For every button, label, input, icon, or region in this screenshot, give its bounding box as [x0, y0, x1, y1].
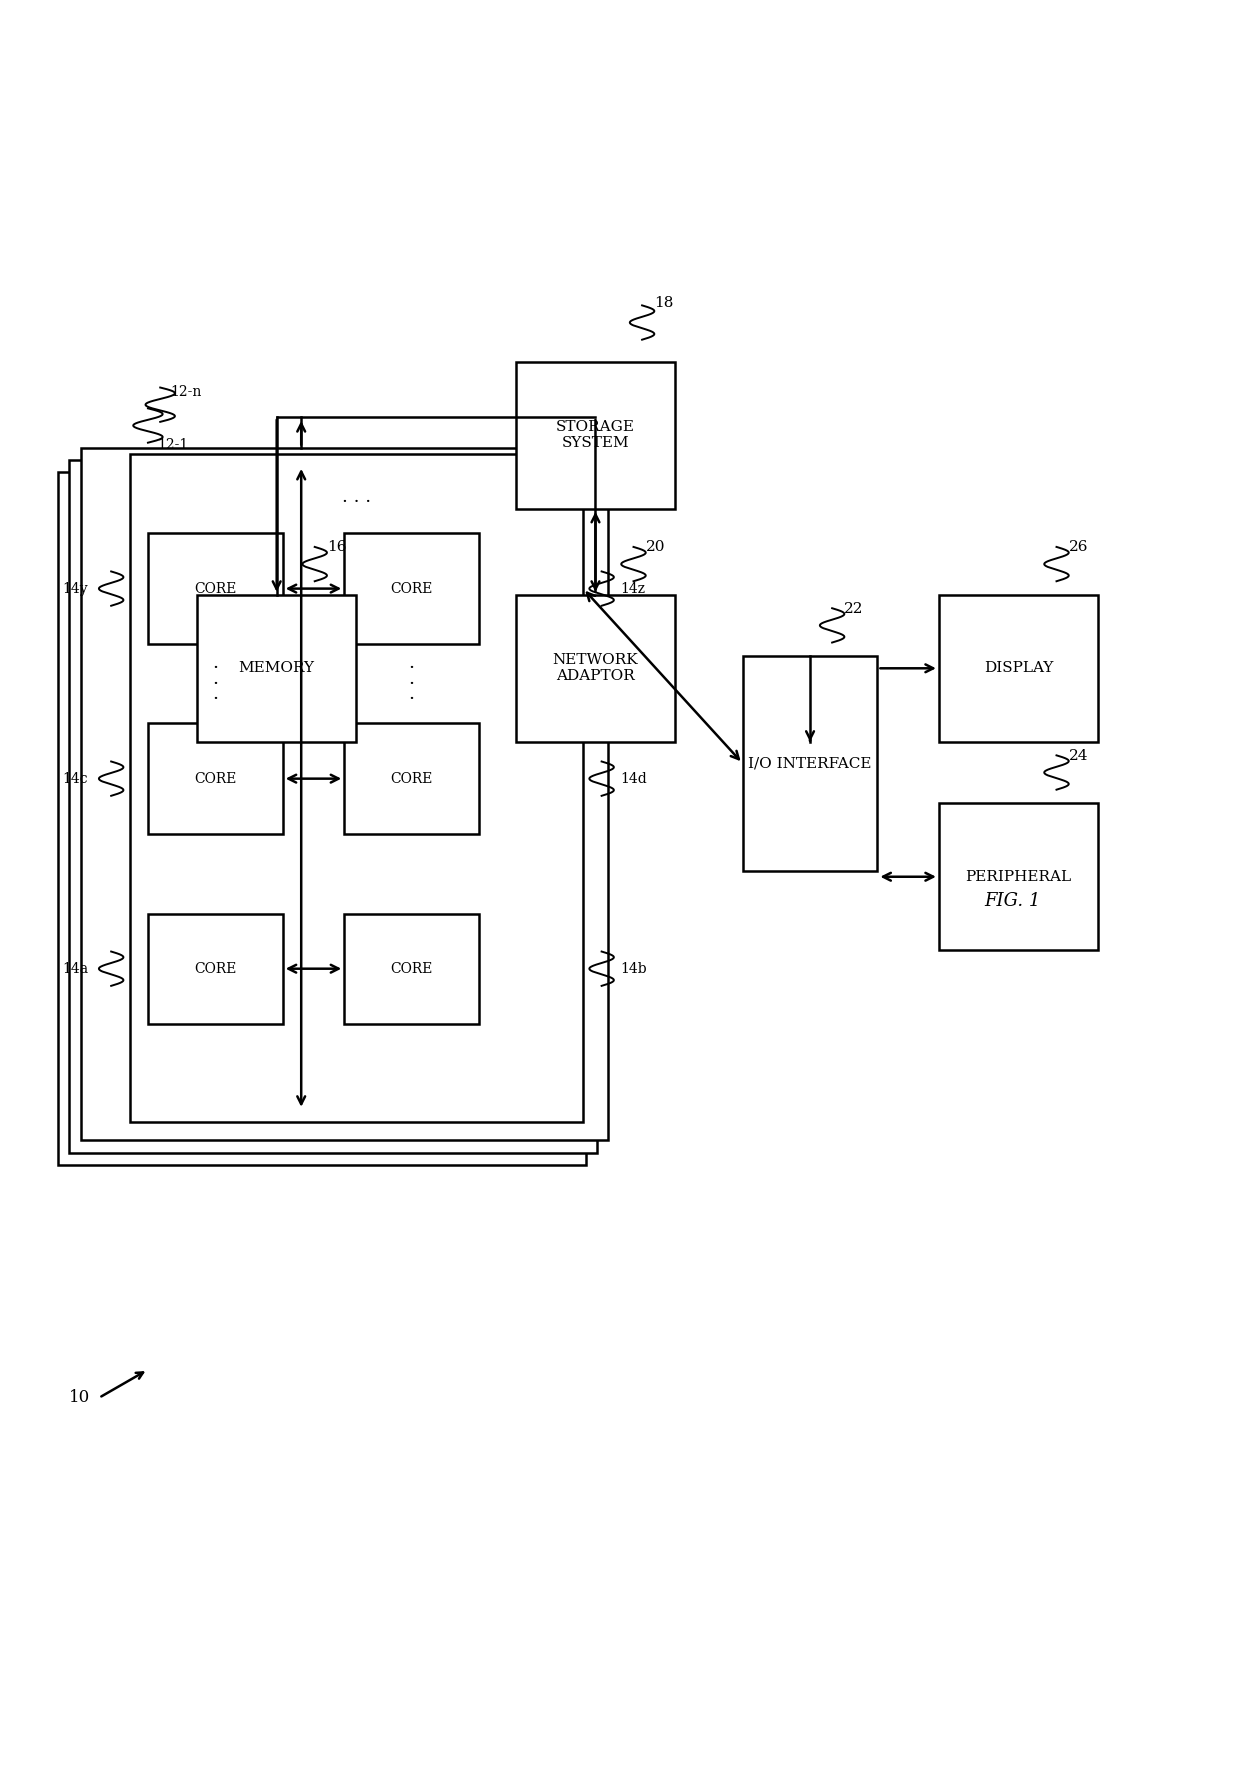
- FancyBboxPatch shape: [148, 914, 283, 1024]
- FancyBboxPatch shape: [58, 473, 585, 1165]
- Text: PERIPHERAL: PERIPHERAL: [966, 869, 1071, 884]
- Text: 24: 24: [1069, 749, 1089, 763]
- Text: CORE: CORE: [195, 962, 237, 976]
- Text: 18: 18: [655, 297, 673, 311]
- Text: FIG. 1: FIG. 1: [985, 893, 1040, 910]
- Text: 22: 22: [844, 601, 864, 615]
- Text: 14a: 14a: [62, 962, 88, 976]
- Text: 14z: 14z: [620, 581, 645, 596]
- Text: CORE: CORE: [195, 772, 237, 786]
- Text: 26: 26: [1069, 541, 1089, 555]
- FancyBboxPatch shape: [939, 804, 1099, 949]
- Text: 20: 20: [646, 541, 665, 555]
- Text: 14d: 14d: [620, 772, 647, 786]
- Text: DISPLAY: DISPLAY: [983, 661, 1053, 676]
- FancyBboxPatch shape: [148, 533, 283, 644]
- Text: 12-1: 12-1: [157, 437, 188, 452]
- Text: STORAGE
SYSTEM: STORAGE SYSTEM: [556, 420, 635, 450]
- FancyBboxPatch shape: [81, 448, 608, 1140]
- Text: CORE: CORE: [391, 772, 433, 786]
- Text: CORE: CORE: [391, 581, 433, 596]
- Text: CORE: CORE: [195, 581, 237, 596]
- Text: I/O INTERFACE: I/O INTERFACE: [748, 756, 872, 770]
- FancyBboxPatch shape: [516, 361, 675, 509]
- Text: 10: 10: [69, 1389, 91, 1406]
- Text: ·
·
·: · · ·: [408, 660, 414, 708]
- Text: 14y: 14y: [62, 581, 88, 596]
- FancyBboxPatch shape: [516, 594, 675, 741]
- Text: 14b: 14b: [620, 962, 646, 976]
- FancyBboxPatch shape: [345, 533, 479, 644]
- FancyBboxPatch shape: [69, 461, 596, 1152]
- Text: CORE: CORE: [391, 962, 433, 976]
- FancyBboxPatch shape: [345, 914, 479, 1024]
- FancyBboxPatch shape: [743, 656, 878, 871]
- Text: 12-n: 12-n: [170, 384, 201, 398]
- FancyBboxPatch shape: [345, 724, 479, 834]
- Text: 16: 16: [327, 541, 346, 555]
- Text: MEMORY: MEMORY: [238, 661, 315, 676]
- FancyBboxPatch shape: [197, 594, 356, 741]
- Text: . . .: . . .: [342, 487, 371, 505]
- Text: NETWORK
ADAPTOR: NETWORK ADAPTOR: [553, 653, 639, 683]
- Text: ·
·
·: · · ·: [212, 660, 218, 708]
- FancyBboxPatch shape: [129, 453, 583, 1122]
- Text: 14c: 14c: [62, 772, 88, 786]
- FancyBboxPatch shape: [148, 724, 283, 834]
- FancyBboxPatch shape: [939, 594, 1099, 741]
